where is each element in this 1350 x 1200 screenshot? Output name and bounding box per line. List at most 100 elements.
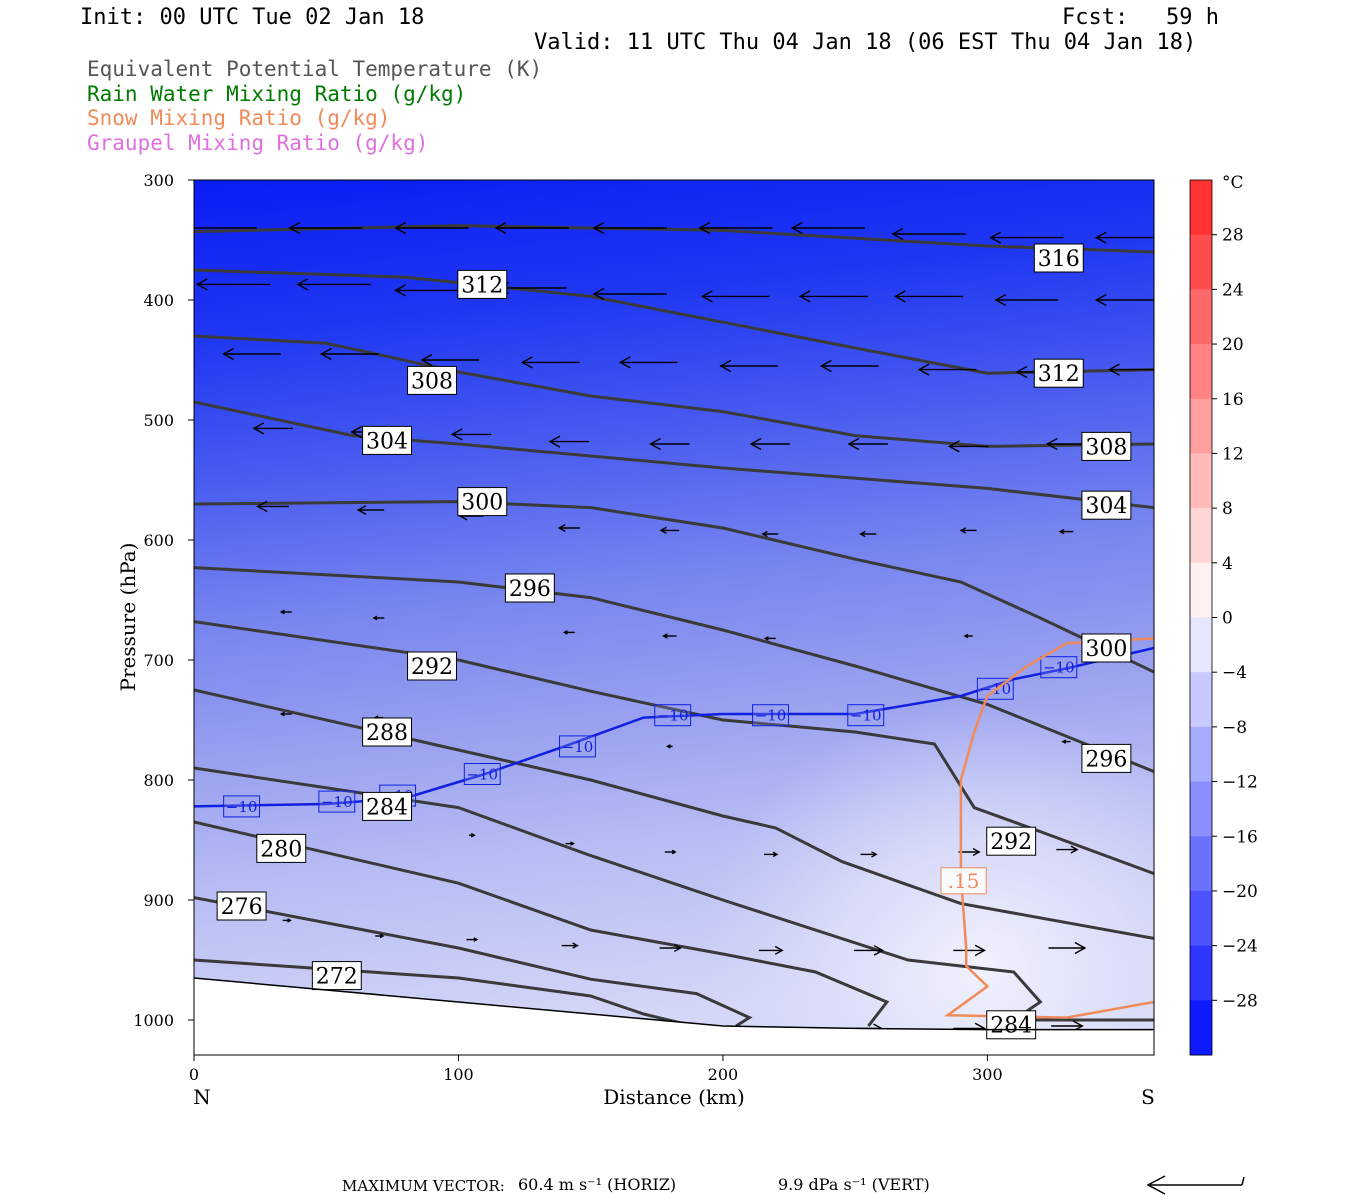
- wind-head: [859, 530, 866, 538]
- wind-head: [719, 359, 732, 373]
- theta-e-label: 292: [407, 651, 457, 681]
- theta-e-label-box: [504, 573, 555, 603]
- wind-head: [763, 636, 769, 641]
- isotherm-label-box: [318, 790, 356, 813]
- theta-e-label-text: 284: [366, 795, 408, 820]
- forecast-hour: 59 h: [1166, 5, 1219, 30]
- wind-vector: [758, 945, 784, 955]
- isotherm-label: −10: [847, 704, 885, 727]
- wind-vector: [761, 530, 779, 538]
- colorbar-bin: [1190, 781, 1212, 837]
- theta-e-label: 304: [1081, 490, 1132, 520]
- wind-vector: [1058, 528, 1074, 535]
- theta-e-label-text: 272: [316, 965, 358, 990]
- wind-head: [494, 221, 507, 235]
- wind-head: [1070, 845, 1079, 854]
- isotherm-label-box: [752, 704, 789, 727]
- snow-contour-label: .15: [940, 867, 987, 895]
- theta-e-label: 300: [1081, 633, 1132, 663]
- isotherm-label: −10: [318, 790, 356, 813]
- wind-vector: [749, 437, 791, 451]
- colorbar-bin: [1190, 672, 1212, 728]
- theta-e-contour-288: [194, 688, 1154, 940]
- wind-head: [287, 918, 292, 923]
- wind-vector: [1045, 437, 1087, 451]
- isotherm-label-box: [1040, 656, 1078, 679]
- wind-head: [372, 615, 378, 621]
- wind-vector: [592, 221, 667, 235]
- colorbar-bin: [1190, 344, 1212, 400]
- wind-vector: [662, 633, 677, 639]
- wind-vector: [372, 615, 385, 621]
- wind-head: [562, 630, 568, 635]
- colorbar-tick-label: 24: [1222, 280, 1244, 300]
- wind-vector: [763, 636, 776, 641]
- isotherm-label-text: −10: [226, 798, 258, 816]
- colorbar-bin: [1190, 726, 1212, 783]
- y-tick-label: 500: [143, 411, 174, 430]
- wind-vector: [847, 437, 888, 451]
- theta-e-contour-276: [194, 896, 753, 1028]
- wind-head: [1061, 739, 1067, 744]
- wind-head: [394, 284, 406, 297]
- x-axis-north-label: N: [193, 1085, 211, 1109]
- wind-vector: [959, 527, 977, 534]
- theta-e-label-box: [1081, 633, 1132, 663]
- colorbar-bin: [1190, 234, 1212, 290]
- theta-e-label-text: 276: [221, 895, 263, 920]
- isotherm-label-box: [654, 704, 692, 727]
- wind-vector: [288, 221, 363, 235]
- legend-snow: Snow Mixing Ratio (g/kg): [87, 106, 391, 130]
- wind-vector: [947, 440, 989, 453]
- wind-vector: [1094, 231, 1154, 244]
- theta-e-label-text: 308: [1085, 435, 1127, 460]
- wind-head: [659, 526, 667, 535]
- y-tick-label: 800: [143, 771, 174, 790]
- theta-e-label-text: 292: [411, 655, 453, 680]
- wind-vector: [557, 523, 580, 533]
- wind-head: [256, 500, 268, 513]
- isotherm-label: −10: [559, 735, 596, 758]
- wind-vector: [963, 633, 973, 639]
- wind-vector: [1048, 941, 1087, 955]
- wind-vector: [665, 744, 673, 749]
- wind-head: [673, 943, 682, 953]
- wind-head: [288, 221, 301, 235]
- wind-vector: [860, 851, 878, 858]
- wind-vector: [420, 353, 480, 367]
- isotherm-label-text: −10: [321, 793, 353, 811]
- wind-vector: [279, 711, 292, 717]
- theta-e-label-text: 300: [1085, 637, 1127, 662]
- theta-e-label-box: [457, 269, 508, 299]
- wind-head: [195, 278, 208, 291]
- theta-e-contour-272: [194, 958, 684, 1026]
- isotherm-label-text: −10: [850, 707, 882, 725]
- colorbar-bin: [1190, 453, 1212, 509]
- theta-e-label-text: 304: [366, 429, 408, 454]
- theta-e-label: 292: [986, 826, 1037, 856]
- theta-e-contour-296: [194, 566, 1154, 773]
- colorbar-tick-label: 12: [1222, 444, 1244, 464]
- wind-vector: [618, 356, 678, 369]
- legend-theta-e: Equivalent Potential Temperature (K): [87, 57, 543, 81]
- forecast-label: Fcst:: [1062, 5, 1129, 30]
- wind-vector: [222, 347, 281, 361]
- y-tick-label: 700: [143, 651, 174, 670]
- wind-head: [252, 422, 265, 435]
- isotherm-label-text: −10: [755, 707, 787, 725]
- theta-e-label-text: 312: [461, 273, 503, 298]
- theta-e-label-text: 296: [1085, 747, 1127, 772]
- wind-head: [570, 841, 575, 846]
- wind-head: [649, 437, 661, 451]
- theta-e-label: 312: [1033, 358, 1084, 388]
- wind-head: [557, 523, 566, 533]
- wind-vector: [700, 290, 770, 303]
- wind-vector: [562, 630, 575, 635]
- terrain-mask: [194, 978, 1154, 1055]
- theta-e-label-box: [1081, 431, 1132, 461]
- init-time: Init: 00 UTC Tue 02 Jan 18: [80, 5, 425, 30]
- legend-graupel: Graupel Mixing Ratio (g/kg): [87, 131, 429, 155]
- y-tick-label: 300: [143, 171, 174, 190]
- colorbar-tick-label: −28: [1222, 991, 1258, 1011]
